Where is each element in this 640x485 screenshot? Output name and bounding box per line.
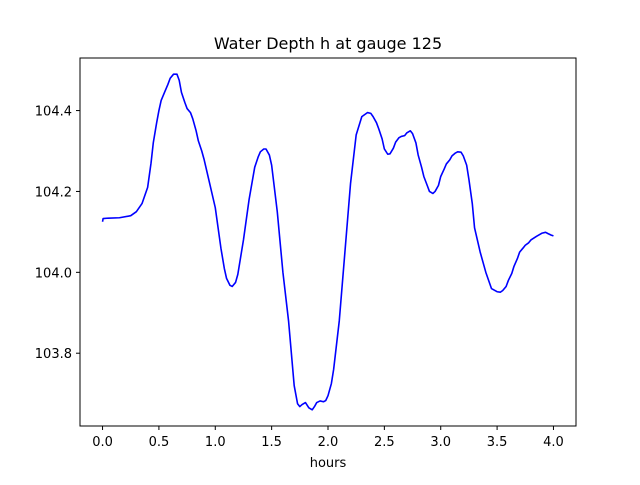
chart-title: Water Depth h at gauge 125 — [214, 34, 442, 53]
x-tick-label: 0.0 — [92, 435, 113, 450]
x-tick-label: 1.0 — [205, 435, 226, 450]
axes-frame — [79, 57, 577, 427]
x-tick-label: 0.5 — [149, 435, 170, 450]
y-tick-label: 104.2 — [35, 185, 72, 200]
x-tick-label: 2.5 — [374, 435, 395, 450]
x-tick-label: 4.0 — [543, 435, 564, 450]
x-tick-label: 3.5 — [487, 435, 508, 450]
plot-area — [79, 57, 577, 427]
y-tick-label: 103.8 — [35, 347, 72, 362]
x-axis-ticks: 0.0 0.5 1.0 1.5 2.0 2.5 3.0 3.5 4.0 — [92, 426, 564, 450]
x-tick-label: 2.0 — [318, 435, 339, 450]
series-line-1 — [101, 73, 554, 411]
y-axis-ticks: 103.8 104.0 104.2 104.4 — [35, 105, 80, 362]
y-tick-label: 104.0 — [35, 266, 72, 281]
x-axis-label: hours — [310, 456, 347, 471]
y-tick-label: 104.4 — [35, 105, 72, 120]
x-tick-label: 3.0 — [430, 435, 451, 450]
x-tick-label: 1.5 — [261, 435, 282, 450]
